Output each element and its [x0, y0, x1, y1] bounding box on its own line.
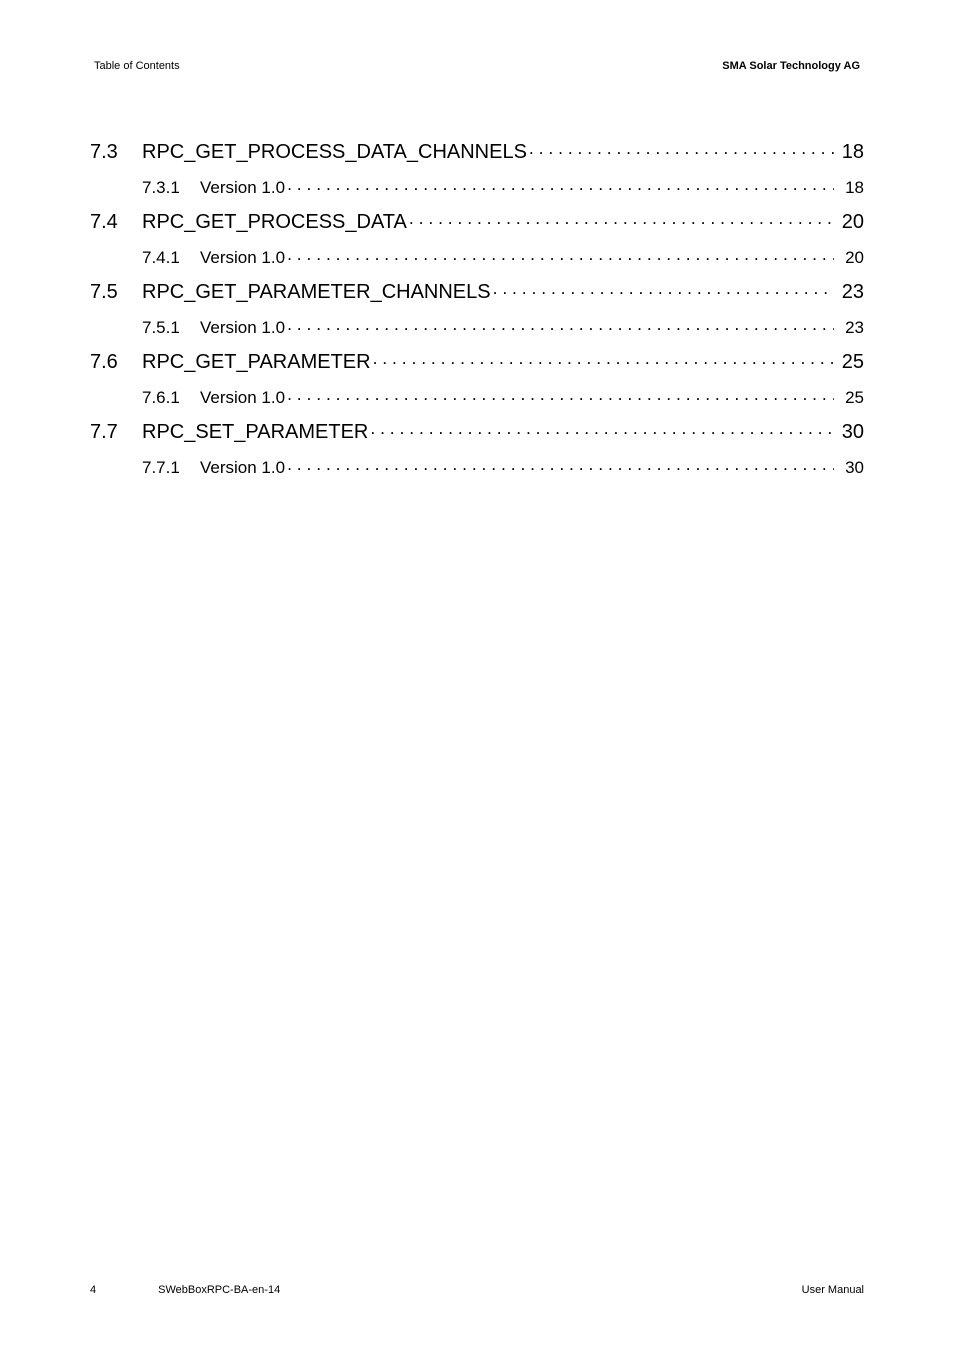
toc-title: Version 1.0: [200, 319, 285, 336]
toc-page: 18: [836, 142, 864, 162]
footer-left: 4 SWebBoxRPC-BA-en-14: [90, 1284, 280, 1296]
toc-leader: [287, 456, 834, 474]
page-footer: 4 SWebBoxRPC-BA-en-14 User Manual: [90, 1284, 864, 1296]
toc-page: 20: [836, 249, 864, 266]
toc-section: 7.4 RPC_GET_PROCESS_DATA 20: [90, 210, 864, 232]
header-right: SMA Solar Technology AG: [722, 60, 860, 72]
toc-title: Version 1.0: [200, 249, 285, 266]
toc-number: 7.4: [90, 212, 142, 232]
toc-subsection: 7.6.1 Version 1.0 25: [90, 386, 864, 407]
toc-title: RPC_SET_PARAMETER: [142, 422, 368, 442]
toc-number: 7.7.1: [90, 459, 200, 476]
toc-number: 7.5: [90, 282, 142, 302]
page-header: Table of Contents SMA Solar Technology A…: [90, 60, 864, 72]
toc-subsection: 7.3.1 Version 1.0 18: [90, 176, 864, 197]
toc-leader: [370, 420, 834, 438]
toc-leader: [493, 280, 834, 298]
toc-page: 25: [836, 389, 864, 406]
toc-page: 23: [836, 282, 864, 302]
toc-leader: [287, 316, 834, 334]
footer-page-number: 4: [90, 1284, 96, 1296]
toc-number: 7.3: [90, 142, 142, 162]
header-left: Table of Contents: [94, 60, 180, 72]
footer-right: User Manual: [802, 1284, 864, 1296]
toc-page: 23: [836, 319, 864, 336]
toc-leader: [373, 350, 834, 368]
toc-title: RPC_GET_PROCESS_DATA: [142, 212, 407, 232]
toc-page: 18: [836, 179, 864, 196]
toc-title: Version 1.0: [200, 459, 285, 476]
toc-page: 20: [836, 212, 864, 232]
toc-leader: [287, 386, 834, 404]
toc-title: RPC_GET_PARAMETER_CHANNELS: [142, 282, 491, 302]
toc-leader: [287, 176, 834, 194]
toc-leader: [287, 246, 834, 264]
toc-title: Version 1.0: [200, 389, 285, 406]
toc-number: 7.5.1: [90, 319, 200, 336]
toc-title: RPC_GET_PROCESS_DATA_CHANNELS: [142, 142, 527, 162]
table-of-contents: 7.3 RPC_GET_PROCESS_DATA_CHANNELS 18 7.3…: [90, 140, 864, 476]
toc-number: 7.3.1: [90, 179, 200, 196]
toc-page: 25: [836, 352, 864, 372]
toc-page: 30: [836, 459, 864, 476]
toc-subsection: 7.7.1 Version 1.0 30: [90, 456, 864, 477]
toc-number: 7.6.1: [90, 389, 200, 406]
toc-title: RPC_GET_PARAMETER: [142, 352, 371, 372]
toc-section: 7.5 RPC_GET_PARAMETER_CHANNELS 23: [90, 280, 864, 302]
toc-subsection: 7.5.1 Version 1.0 23: [90, 316, 864, 337]
toc-section: 7.3 RPC_GET_PROCESS_DATA_CHANNELS 18: [90, 140, 864, 162]
toc-number: 7.6: [90, 352, 142, 372]
toc-page: 30: [836, 422, 864, 442]
toc-section: 7.7 RPC_SET_PARAMETER 30: [90, 420, 864, 442]
toc-number: 7.7: [90, 422, 142, 442]
toc-leader: [529, 140, 834, 158]
toc-subsection: 7.4.1 Version 1.0 20: [90, 246, 864, 267]
toc-number: 7.4.1: [90, 249, 200, 266]
footer-doc-id: SWebBoxRPC-BA-en-14: [158, 1284, 280, 1296]
toc-title: Version 1.0: [200, 179, 285, 196]
toc-section: 7.6 RPC_GET_PARAMETER 25: [90, 350, 864, 372]
toc-leader: [409, 210, 834, 228]
